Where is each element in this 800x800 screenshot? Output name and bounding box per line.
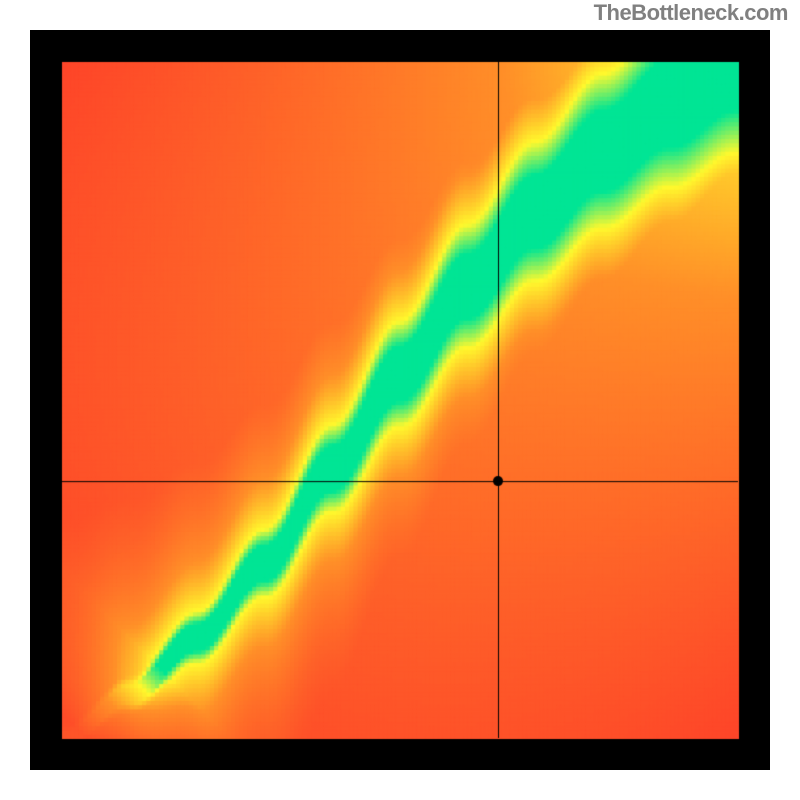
watermark-text: TheBottleneck.com — [594, 0, 788, 26]
chart-container: TheBottleneck.com — [0, 0, 800, 800]
heatmap-canvas — [30, 30, 770, 770]
plot-frame — [30, 30, 770, 770]
